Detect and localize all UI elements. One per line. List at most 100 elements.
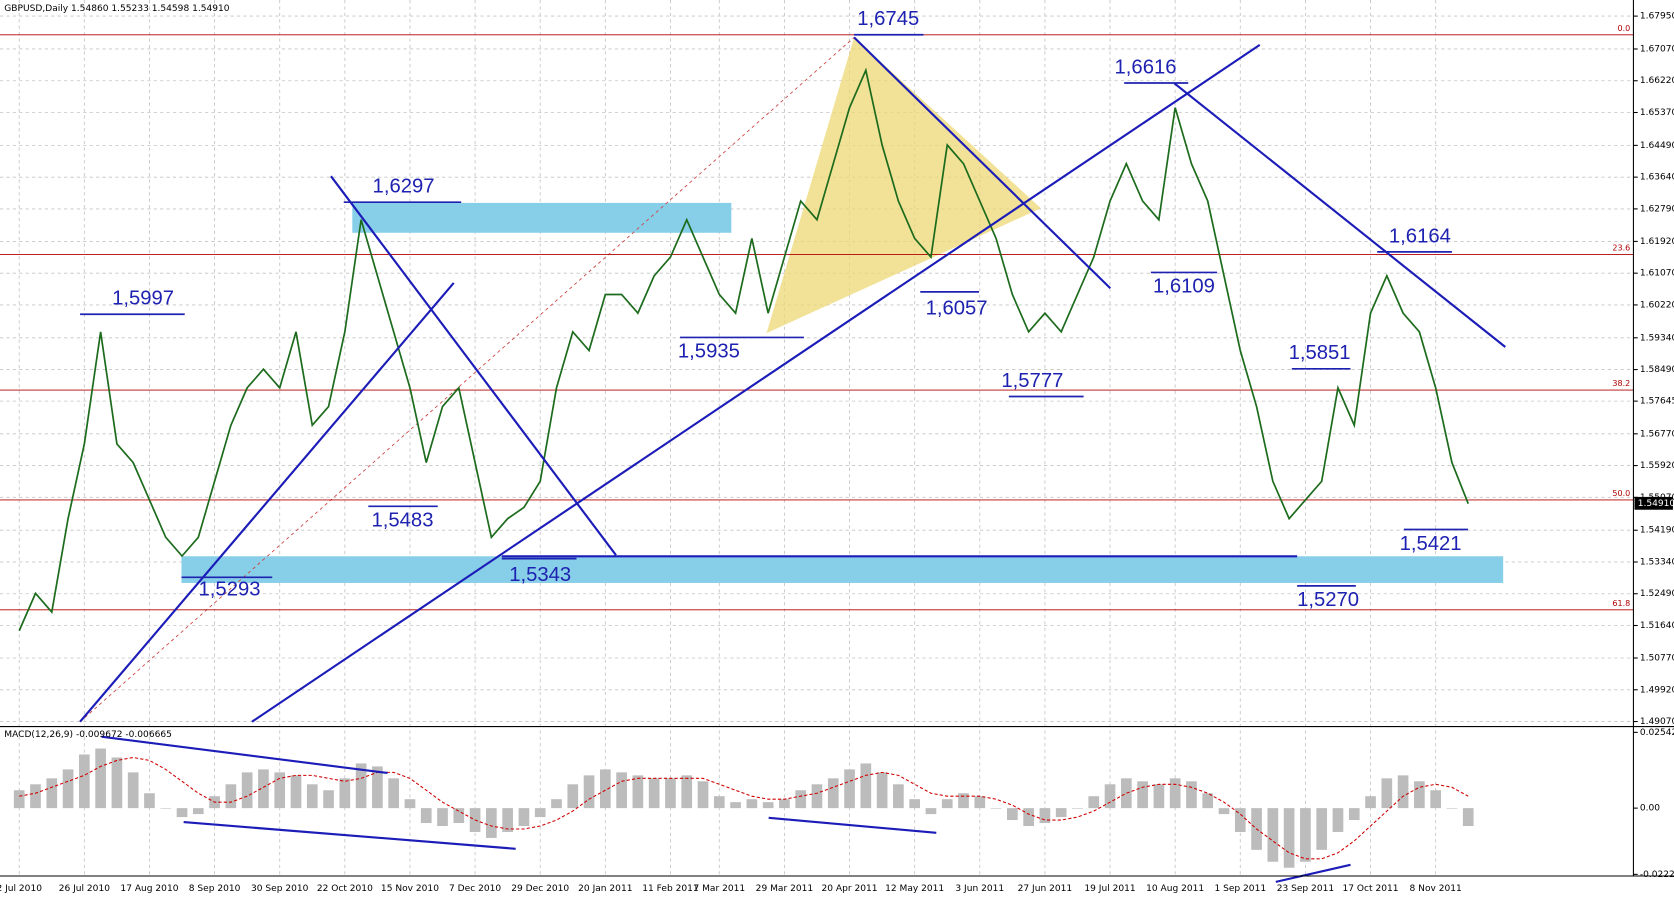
x-tick-label: 8 Sep 2010	[189, 884, 241, 894]
fib-label: 61.8	[1612, 599, 1630, 608]
y-tick-label: 1.57645	[1640, 397, 1674, 407]
trendline	[79, 282, 455, 723]
x-tick-label: 17 Aug 2010	[120, 884, 178, 894]
macd-bar	[1088, 796, 1100, 809]
y-tick-label: 1.61920	[1640, 237, 1674, 247]
x-tick-label: 22 Oct 2010	[317, 884, 373, 894]
macd-trendline	[768, 816, 937, 834]
signal-line	[19, 756, 1469, 860]
macd-bar	[1169, 778, 1181, 809]
y-tick-label: 1.60220	[1640, 300, 1674, 310]
level-label: 1,5935	[678, 341, 740, 363]
macd-bar	[1137, 781, 1148, 809]
x-tick-label: 1 Sep 2011	[1214, 884, 1266, 894]
macd-bar	[62, 769, 74, 809]
macd-bar	[1332, 808, 1344, 832]
macd-bar	[893, 784, 904, 809]
y-tick-label: 1.64490	[1640, 141, 1674, 151]
macd-bar	[1430, 790, 1441, 809]
macd-bar	[1007, 808, 1018, 821]
y-tick-label: 1.59340	[1640, 333, 1674, 343]
data-layer	[13, 67, 1474, 868]
x-tick-label: 12 May 2011	[885, 884, 944, 894]
macd-bar	[648, 778, 660, 809]
macd-bar	[1365, 796, 1376, 809]
chart-title: GBPUSD,Daily 1.54860 1.55233 1.54598 1.5…	[4, 4, 230, 14]
macd-bar	[1316, 808, 1328, 850]
macd-bar	[1446, 808, 1458, 809]
macd-bar	[1234, 808, 1246, 832]
macd-bar	[779, 799, 790, 809]
macd-bar	[486, 808, 497, 838]
macd-bar	[827, 778, 839, 809]
x-tick-label: 20 Jan 2011	[578, 884, 632, 894]
macd-bar	[1414, 781, 1425, 809]
macd-bar	[551, 799, 562, 809]
macd-bar	[616, 772, 627, 809]
macd-bar	[844, 769, 855, 809]
macd-bar	[453, 808, 465, 824]
level-label: 1,6057	[926, 297, 988, 319]
macd-bar	[1397, 775, 1409, 809]
last-price-tag	[1634, 496, 1673, 510]
fib-label: 38.2	[1612, 379, 1630, 388]
trendline	[251, 43, 1261, 723]
y-tick-label: 1.67070	[1640, 44, 1674, 54]
grid	[0, 0, 1634, 876]
x-tick-label: 23 Sep 2011	[1277, 884, 1334, 894]
macd-bar	[534, 808, 546, 818]
fib-label: 23.6	[1612, 244, 1630, 253]
level-label: 1,6745	[857, 8, 919, 30]
level-label: 1,5421	[1400, 533, 1462, 555]
fib-label: 50.0	[1612, 489, 1630, 498]
macd-trendline	[183, 821, 516, 850]
macd-trendline	[1275, 863, 1351, 883]
macd-bar	[274, 772, 286, 809]
x-tick-label: 19 Jul 2011	[1084, 884, 1135, 894]
macd-bar	[1055, 808, 1067, 818]
x-tick-label: 8 Nov 2011	[1410, 884, 1462, 894]
level-label: 1,6164	[1389, 225, 1451, 247]
macd-bar	[1381, 778, 1393, 809]
macd-bar	[127, 772, 139, 809]
macd-bar	[30, 784, 41, 809]
macd-bar	[1039, 808, 1051, 824]
level-label: 1,6297	[373, 176, 435, 198]
level-label: 1,5851	[1289, 342, 1351, 364]
level-label: 1,5997	[112, 288, 174, 310]
y-tick-label: 1.55920	[1640, 461, 1674, 471]
macd-bar	[1283, 808, 1295, 868]
macd-bar	[339, 778, 351, 809]
macd-title: MACD(12,26,9) -0.009672 -0.006665	[4, 730, 172, 740]
macd-bar	[502, 808, 513, 832]
macd-bar	[1186, 781, 1197, 809]
macd-bar	[990, 808, 1002, 809]
macd-bar	[1072, 808, 1083, 809]
trendline	[1173, 82, 1506, 348]
x-tick-label: 27 Jun 2011	[1018, 884, 1073, 894]
macd-bar	[95, 748, 106, 809]
x-tick-label: 29 Dec 2010	[511, 884, 569, 894]
support-zone	[181, 556, 1504, 583]
triangle-pattern	[766, 37, 1041, 334]
macd-bar	[730, 802, 741, 809]
macd-bar	[665, 778, 676, 809]
level-label: 1,5777	[1001, 370, 1063, 392]
y-tick-label: -0.02223	[1640, 870, 1674, 880]
y-tick-label: 1.51640	[1640, 621, 1674, 631]
macd-bar	[160, 808, 172, 809]
level-label: 1,5483	[371, 510, 433, 532]
macd-bar	[974, 796, 986, 809]
x-tick-label: 3 Jun 2011	[955, 884, 1004, 894]
macd-bar	[1218, 808, 1230, 815]
price-line	[18, 67, 1470, 632]
trendline	[330, 175, 617, 556]
last-price-label: 1.54910	[1638, 499, 1674, 509]
macd-bar	[1153, 784, 1165, 809]
level-label: 1,6616	[1115, 56, 1177, 78]
macd-bar	[811, 784, 823, 809]
macd-bar	[46, 778, 58, 809]
x-tick-label: 17 Oct 2011	[1343, 884, 1399, 894]
